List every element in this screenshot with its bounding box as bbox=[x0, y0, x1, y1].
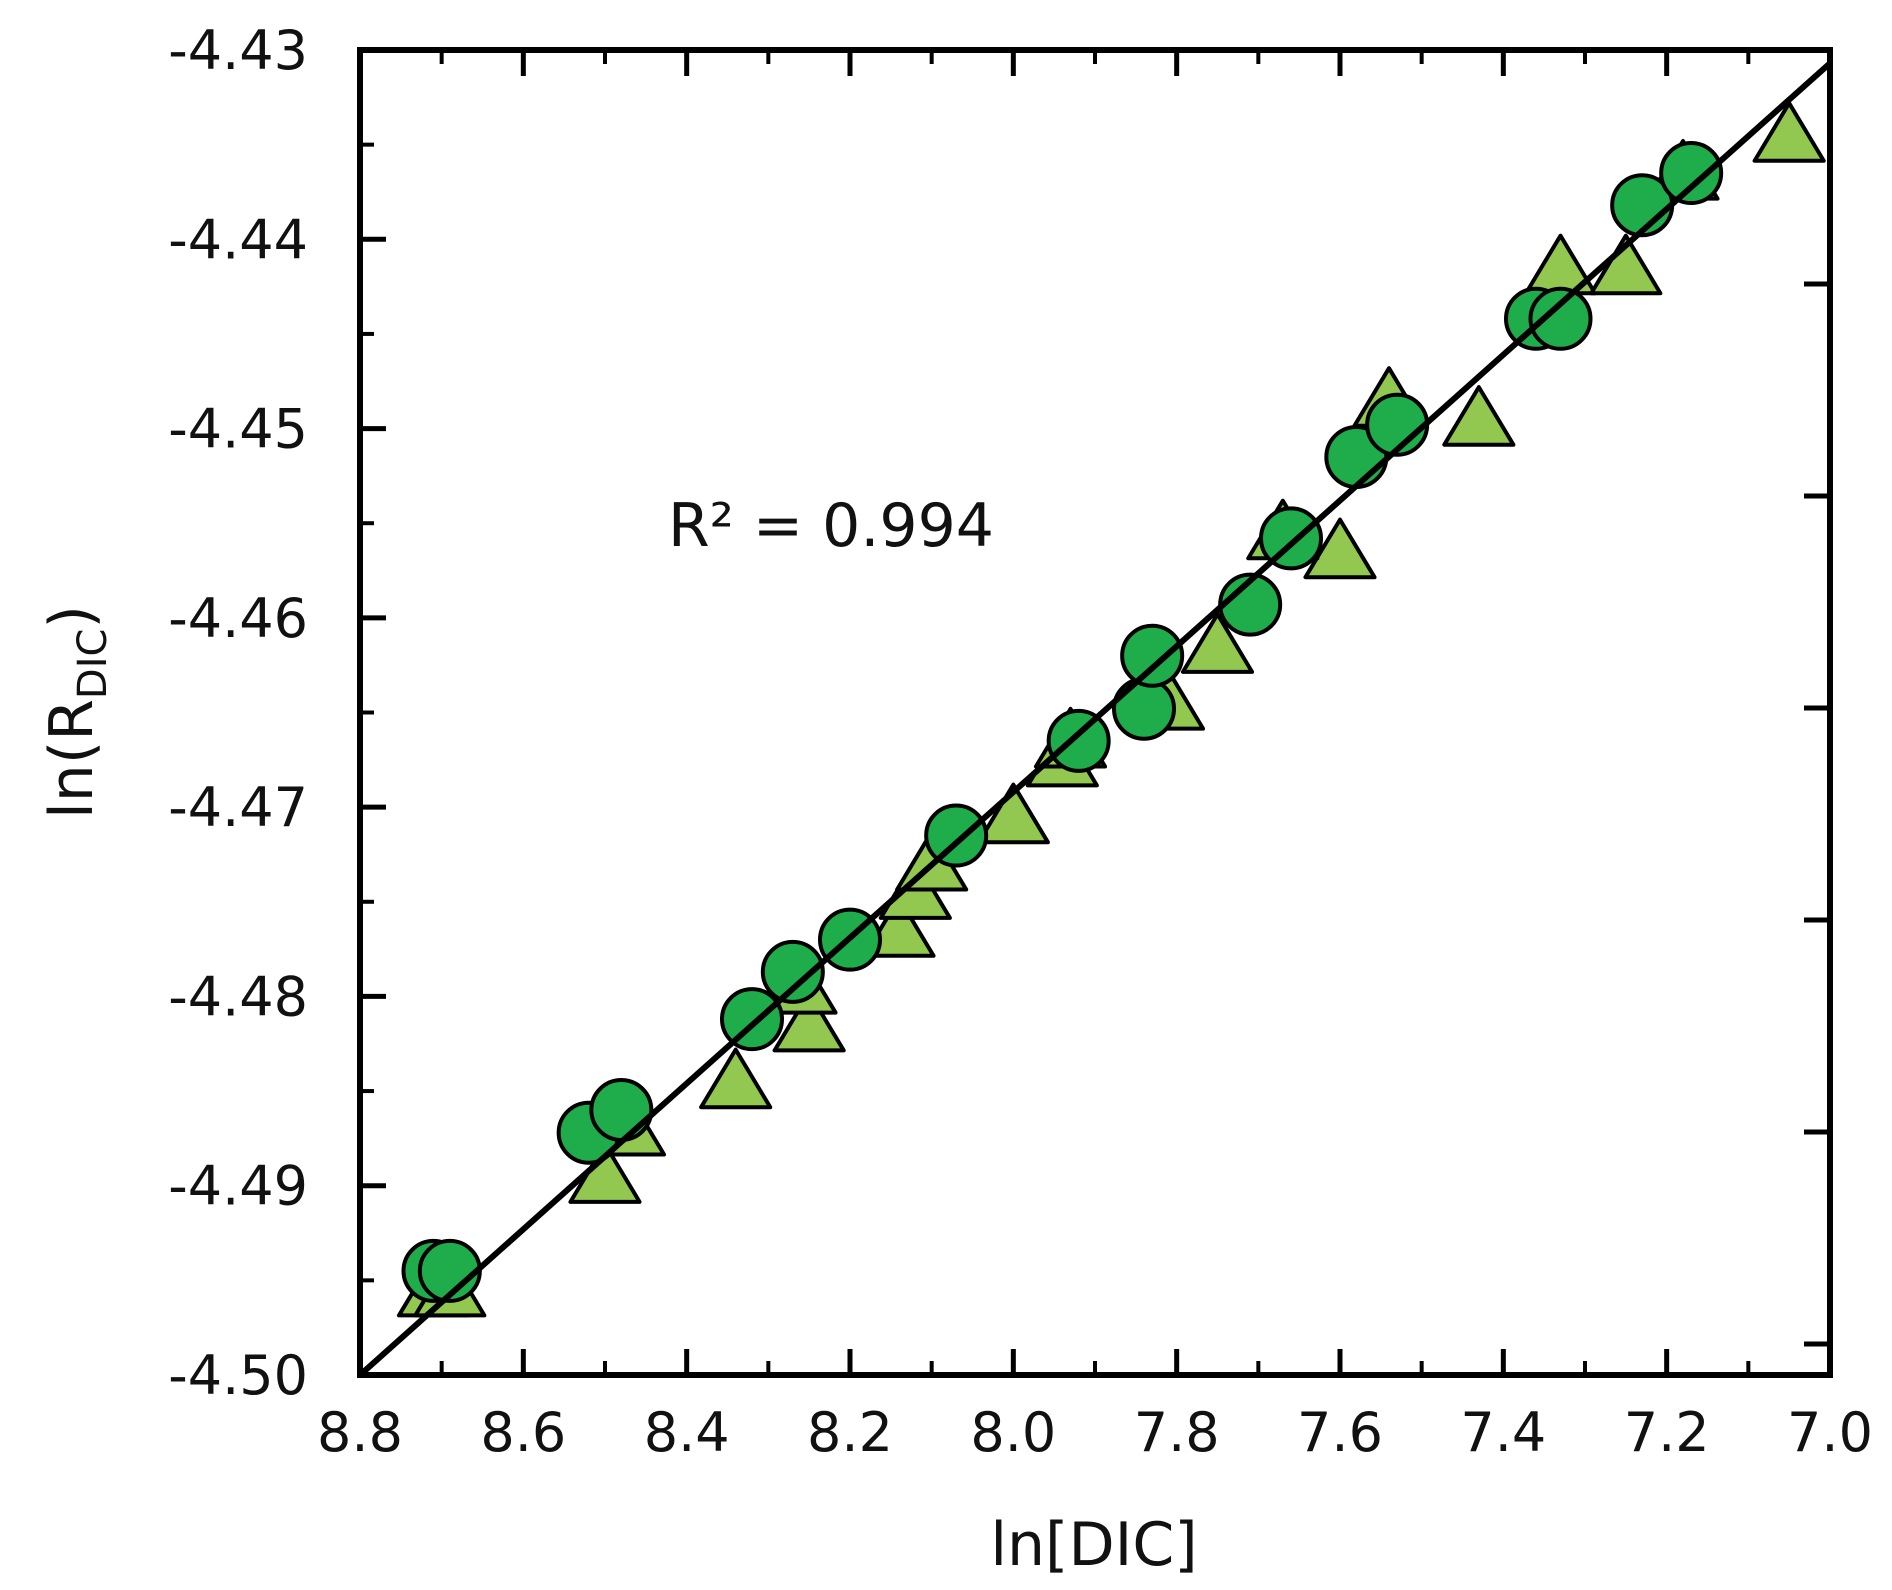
triangle-point bbox=[1303, 517, 1377, 580]
circle-point bbox=[1120, 623, 1185, 688]
circle-point bbox=[924, 803, 989, 868]
x-tick-label: 8.2 bbox=[807, 1401, 893, 1464]
x-tick-label: 7.4 bbox=[1460, 1401, 1546, 1464]
y-axis-title-main: ln(R bbox=[37, 699, 107, 819]
triangle-point bbox=[1442, 385, 1516, 447]
circle-point bbox=[1112, 676, 1176, 741]
plot-frame bbox=[357, 47, 1833, 1378]
fit-line bbox=[360, 61, 1830, 1375]
labels-layer: 8.8 8.6 8.4 8.2 8.0 7.8 7.6 7.4 7.2 7.0 -4.50 -4.49… bbox=[168, 19, 1873, 1464]
y-axis-title-subscript: DIC bbox=[70, 629, 116, 700]
x-tick-label: 7.8 bbox=[1134, 1401, 1220, 1464]
x-tick-label: 8.6 bbox=[480, 1401, 566, 1464]
triangle-point bbox=[1752, 101, 1826, 163]
circle-point bbox=[720, 987, 784, 1052]
r-squared-annotation: R² = 0.994 bbox=[668, 491, 994, 561]
circle-point bbox=[1259, 506, 1323, 571]
marks-layer bbox=[360, 61, 1830, 1375]
x-axis-title: ln[DIC] bbox=[990, 1510, 1197, 1580]
circle-point bbox=[1659, 141, 1724, 206]
triangle-point bbox=[1180, 612, 1255, 674]
x-tick-label: 7.2 bbox=[1624, 1401, 1710, 1464]
y-axis-title: ln(RDIC) bbox=[37, 605, 116, 819]
triangle-point bbox=[699, 1047, 773, 1110]
circle-point bbox=[589, 1078, 654, 1142]
y-tick-label: -4.49 bbox=[168, 1155, 308, 1218]
triangle-point bbox=[976, 782, 1050, 845]
x-tick-label: 7.0 bbox=[1787, 1401, 1873, 1464]
y-tick-label: -4.44 bbox=[168, 208, 308, 271]
y-tick-label: -4.45 bbox=[168, 398, 308, 461]
x-tick-label: 8.0 bbox=[970, 1401, 1056, 1464]
circle-point bbox=[1046, 708, 1111, 773]
y-tick-label: -4.50 bbox=[168, 1344, 308, 1407]
y-tick-label: -4.43 bbox=[168, 19, 308, 82]
y-tick-label: -4.46 bbox=[168, 587, 308, 650]
y-tick-label: -4.48 bbox=[168, 965, 308, 1028]
circle-point bbox=[760, 939, 825, 1004]
triangle-point bbox=[772, 990, 846, 1053]
x-tick-label: 8.8 bbox=[317, 1401, 403, 1464]
y-tick-label: -4.47 bbox=[168, 776, 308, 839]
x-tick-label: 8.4 bbox=[644, 1401, 730, 1464]
circle-point bbox=[1528, 286, 1593, 351]
y-axis-title-end: ) bbox=[37, 605, 107, 628]
x-tick-label: 7.6 bbox=[1297, 1401, 1383, 1464]
